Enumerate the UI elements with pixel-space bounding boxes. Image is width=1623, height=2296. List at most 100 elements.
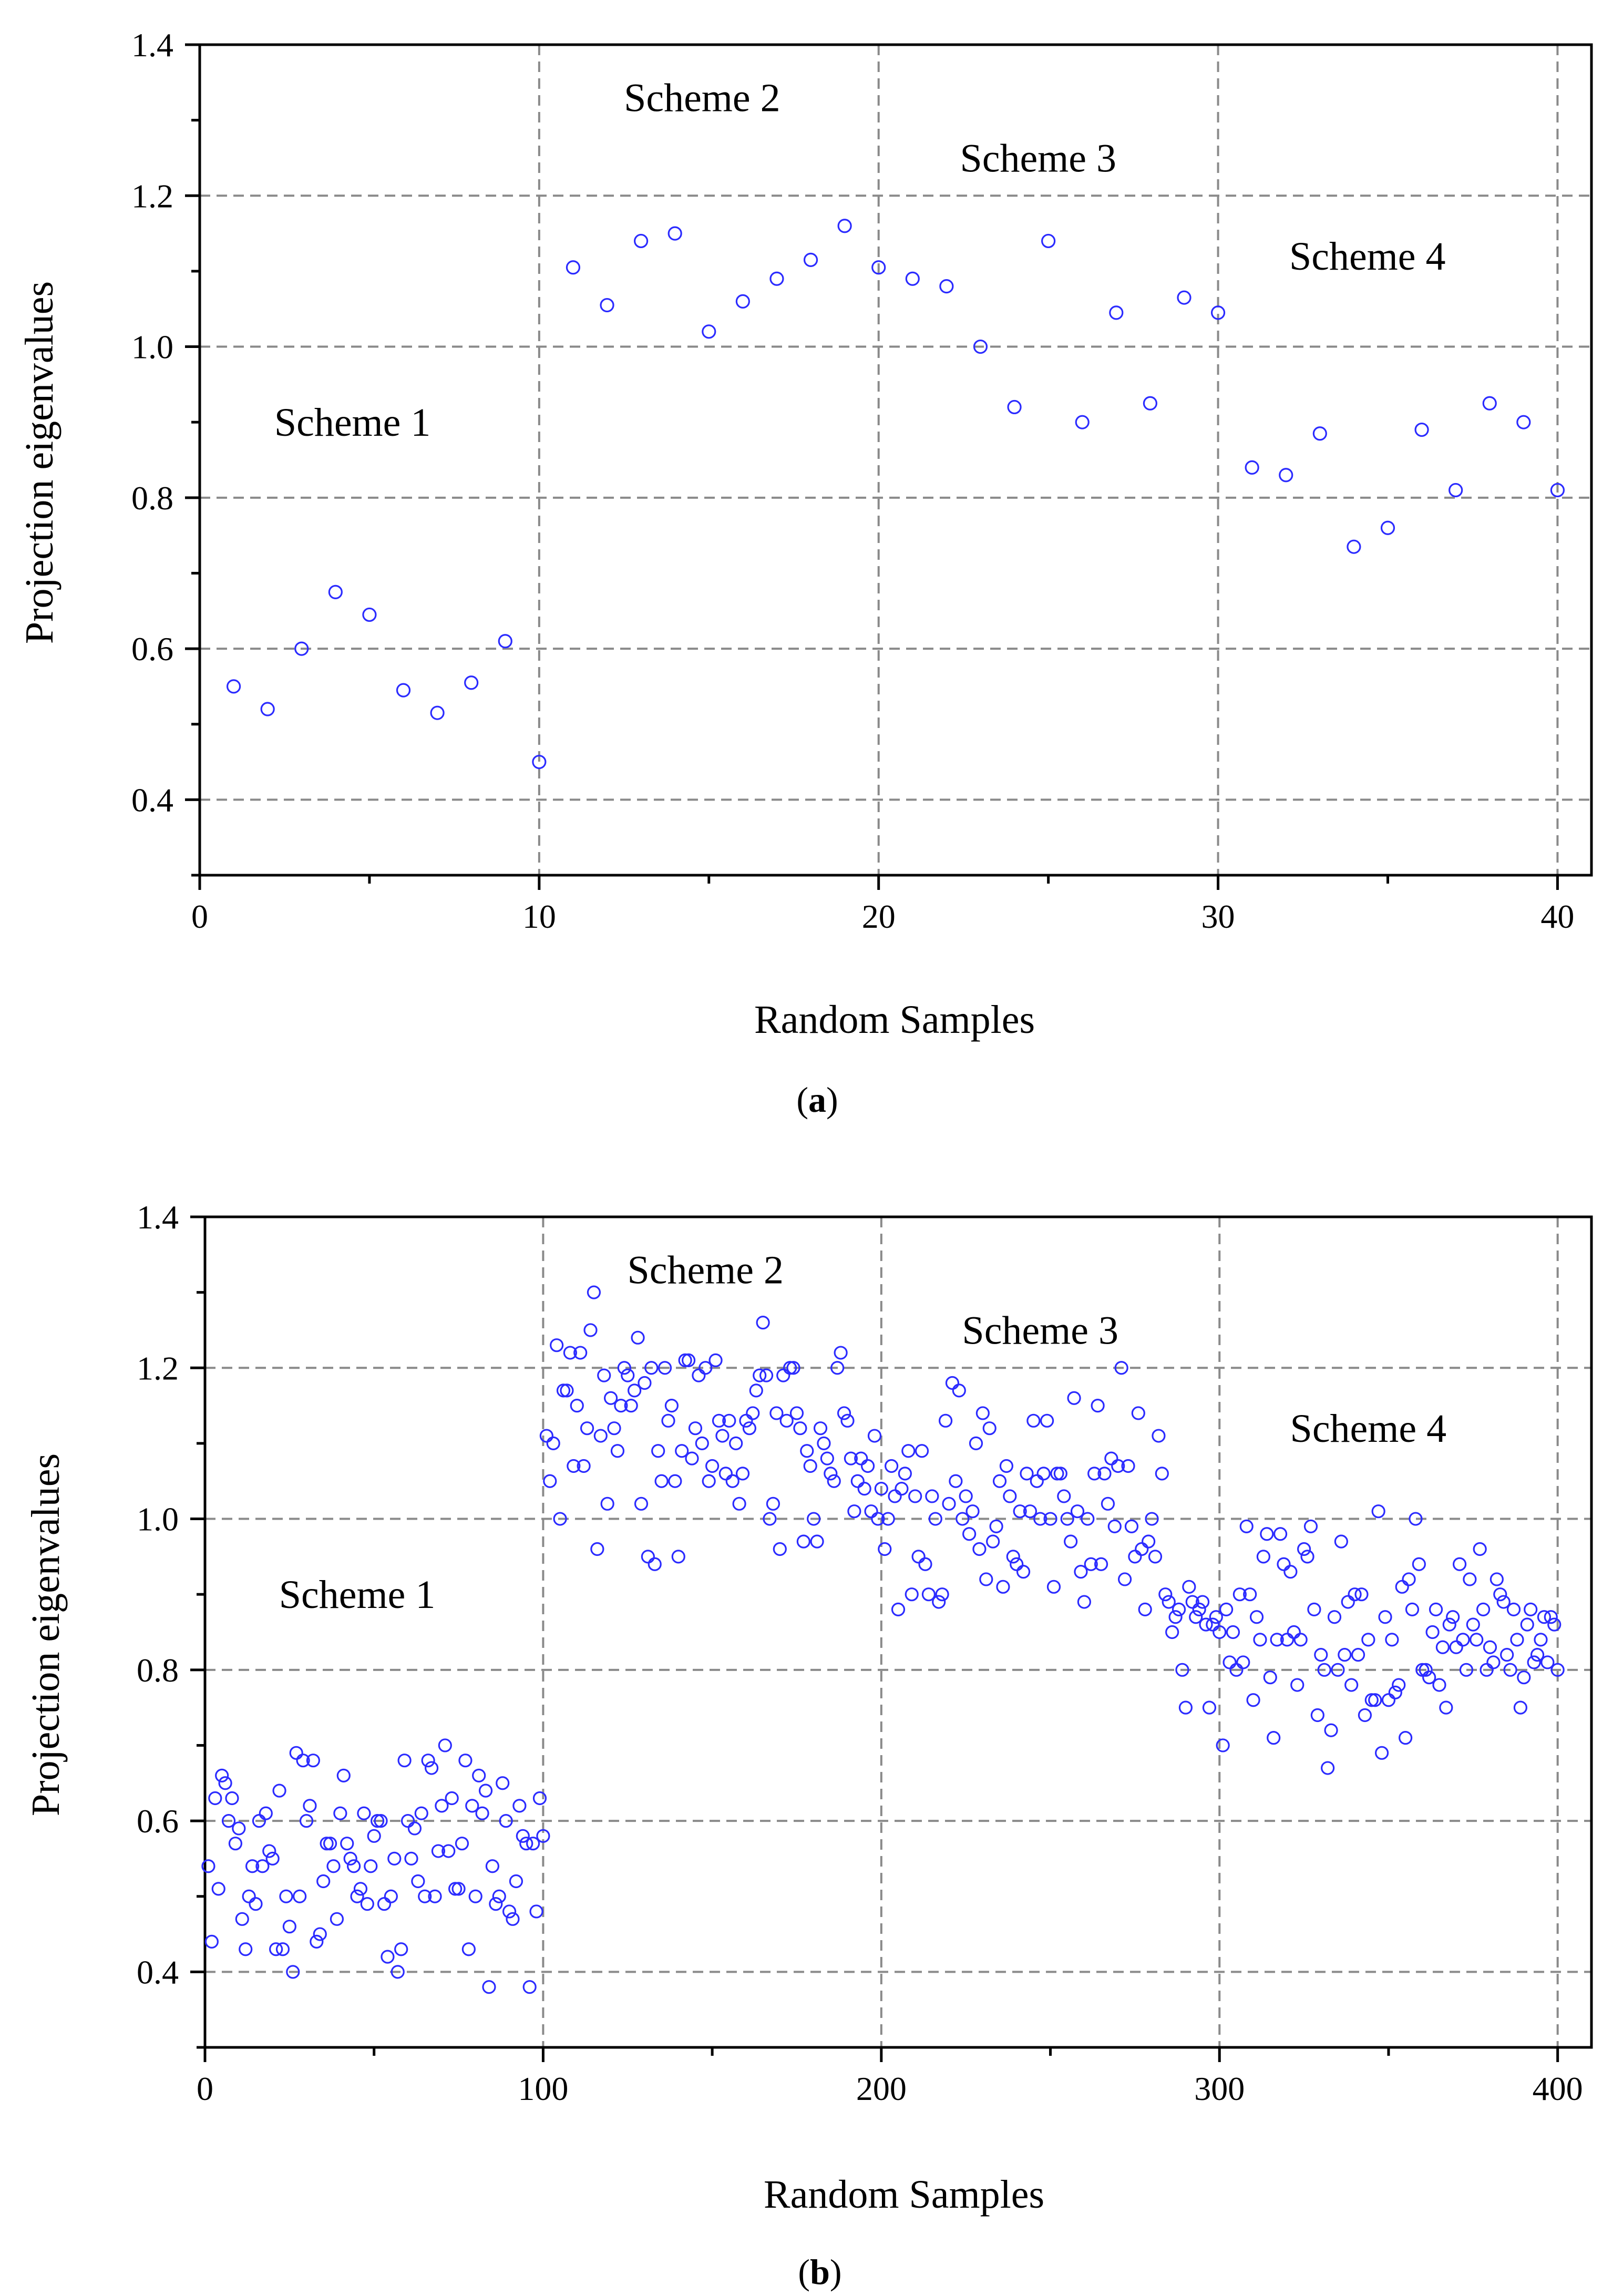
- panel-b-series-2-point-17: [593, 1429, 608, 1443]
- panel-b-series-3-point-39: [1006, 1550, 1020, 1564]
- panel-b-series-4-point-71: [1452, 1557, 1467, 1571]
- panel-b-series-2-point-19: [600, 1496, 614, 1511]
- panel-b-series-3-point-53: [1053, 1467, 1067, 1481]
- panel-b-series-1-point-58: [394, 1942, 408, 1956]
- panel-b-series-3-point-19: [938, 1413, 953, 1428]
- panel-a-ticks: 0 10 20 30 40 0.4 0.6 0.8 1.0 1.2 1.4: [131, 26, 1574, 935]
- panel-b-x-tick-label-1: 100: [518, 2070, 568, 2107]
- panel-b-series-2-point-33: [648, 1557, 662, 1571]
- panel-b-series-2-point-70: [773, 1542, 787, 1556]
- panel-a-x-axis-title: Random Samples: [754, 998, 1035, 1042]
- panel-a-data-point-31: [1245, 460, 1259, 475]
- panel-b-series-2-point-73: [783, 1361, 797, 1375]
- panel-b-series-2-point-37: [661, 1413, 675, 1428]
- panel-b-series-1-point-20: [265, 1851, 280, 1866]
- panel-b-series-2-point-61: [742, 1421, 756, 1436]
- panel-b-series-2-point-85: [824, 1467, 838, 1481]
- panel-b-series-3-point-35: [992, 1474, 1007, 1488]
- panel-b-series-2-point-84: [820, 1451, 834, 1465]
- panel-b-series-4-point-90: [1517, 1670, 1531, 1685]
- panel-a-data-point-19: [837, 219, 852, 233]
- panel-b-series-4-point-42: [1354, 1587, 1369, 1602]
- panel-b-series-2-point-5: [553, 1512, 567, 1526]
- panel-b-series-4-point-58: [1409, 1512, 1423, 1526]
- panel-b-series-3-point-76: [1131, 1406, 1145, 1420]
- panel-b-series-3-point-58: [1070, 1504, 1085, 1519]
- panel-a-y-tick-label-2: 0.8: [131, 479, 173, 517]
- panel-b-x-tick-label-4: 400: [1533, 2070, 1583, 2107]
- panel-b-series-3-point-56: [1064, 1534, 1078, 1549]
- panel-a-scheme-label-2: Scheme 2: [624, 76, 780, 120]
- panel-b-series-3-point-1: [878, 1542, 892, 1556]
- panel-b-series-4-point-22: [1287, 1625, 1301, 1639]
- panel-a-data-point-37: [1449, 483, 1463, 498]
- panel-b-series-3-point-12: [915, 1444, 929, 1458]
- panel-a-annotations: Scheme 1 Scheme 2 Scheme 3 Scheme 4: [274, 76, 1446, 445]
- panel-b-series-3-point-37: [999, 1459, 1013, 1473]
- panel-b-series-3-point-97: [1202, 1700, 1217, 1715]
- panel-b-series-4-point-87: [1506, 1602, 1521, 1617]
- panel-b-series-1-point-38: [326, 1859, 341, 1873]
- panel-b-series-4-point-53: [1392, 1678, 1406, 1692]
- panel-b-series-4-point-38: [1341, 1595, 1355, 1609]
- panel-b-series-3-point-89: [1175, 1663, 1189, 1677]
- panel-a-points: [226, 219, 1565, 770]
- panel-a-data-point-10: [532, 754, 547, 770]
- panel-b-series-4-point-13: [1256, 1550, 1270, 1564]
- panel-a-data-point-24: [1007, 399, 1022, 415]
- panel-b-series-4-point-31: [1317, 1663, 1331, 1677]
- panel-b-series-4-point-7: [1236, 1655, 1250, 1669]
- panel-b-series-3-point-61: [1081, 1512, 1095, 1526]
- panel-b-series-1-point-47: [357, 1806, 371, 1820]
- panel-a-data-point-40: [1550, 483, 1565, 498]
- panel-b-series-1-point-56: [387, 1851, 402, 1866]
- panel-b-series-3-point-51: [1046, 1580, 1061, 1594]
- panel-b-series-3-point-94: [1192, 1602, 1206, 1617]
- panel-a-data-point-3: [294, 641, 309, 656]
- panel-b-series-1-point-66: [421, 1754, 435, 1768]
- panel-b-series-4-point-94: [1530, 1647, 1545, 1662]
- panel-b-series-3-point-24: [956, 1512, 970, 1526]
- panel-b-series-2-point-1: [539, 1429, 553, 1443]
- panel-b-series-1-point-22: [272, 1784, 286, 1798]
- panel-b-x-tick-label-3: 300: [1194, 2070, 1245, 2107]
- panel-b-series-4-point-79: [1480, 1663, 1494, 1677]
- panel-b-series-4-point-12: [1253, 1633, 1267, 1647]
- panel-b-series-4-point-67: [1439, 1700, 1453, 1715]
- panel-b-series-1-point-91: [506, 1912, 520, 1926]
- panel-b-series-4-point-40: [1348, 1587, 1362, 1602]
- panel-b-series-1-point-17: [255, 1859, 270, 1873]
- panel-b-series-3-point-45: [1026, 1413, 1041, 1428]
- panel-b-series-3-point-40: [1010, 1557, 1024, 1571]
- panel-b-series-2-point-49: [702, 1474, 716, 1488]
- panel-b-series-4-point-86: [1503, 1663, 1517, 1677]
- panel-b-series-4-point-15: [1263, 1670, 1277, 1685]
- panel-b-series-2-point-44: [685, 1451, 699, 1465]
- panel-a-scheme-label-4: Scheme 4: [1289, 234, 1446, 279]
- panel-b-series-4-point-35: [1331, 1663, 1345, 1677]
- panel-b-series-4-point-92: [1524, 1602, 1538, 1617]
- panel-b-series-3-point-21: [945, 1376, 960, 1390]
- panel-b-series-4-point-1: [1216, 1738, 1230, 1752]
- panel-b-series-2-point-76: [793, 1421, 807, 1436]
- panel-b-series-3-point-81: [1148, 1550, 1163, 1564]
- panel-b-series-1-point-27: [289, 1746, 303, 1760]
- panel-a-data-point-1: [226, 679, 241, 694]
- panel-a-x-tick-label-4: 40: [1540, 898, 1574, 935]
- panel-b-series-3-point-78: [1138, 1602, 1152, 1617]
- panel-b-series-4-point-63: [1425, 1625, 1440, 1639]
- panel-b-series-1-point-48: [360, 1897, 374, 1911]
- panel-b-series-1-point-19: [262, 1844, 276, 1858]
- panel-b-series-4-point-80: [1483, 1640, 1497, 1654]
- panel-b-series-2-point-20: [603, 1391, 618, 1405]
- panel-b-series-1-point-29: [296, 1754, 310, 1768]
- panel-b-series-4-point-72: [1456, 1633, 1470, 1647]
- panel-a-data-point-29: [1177, 290, 1191, 305]
- panel-b-series-1-point-85: [485, 1859, 500, 1873]
- panel-b-series-2-point-36: [658, 1361, 672, 1375]
- panel-b-series-4-point-95: [1534, 1633, 1548, 1647]
- panel-b-series-3-point-75: [1128, 1550, 1142, 1564]
- panel-b-series-3-point-83: [1155, 1467, 1169, 1481]
- panel-b-series-2-point-12: [577, 1459, 591, 1473]
- panel-a-data-point-6: [396, 683, 411, 698]
